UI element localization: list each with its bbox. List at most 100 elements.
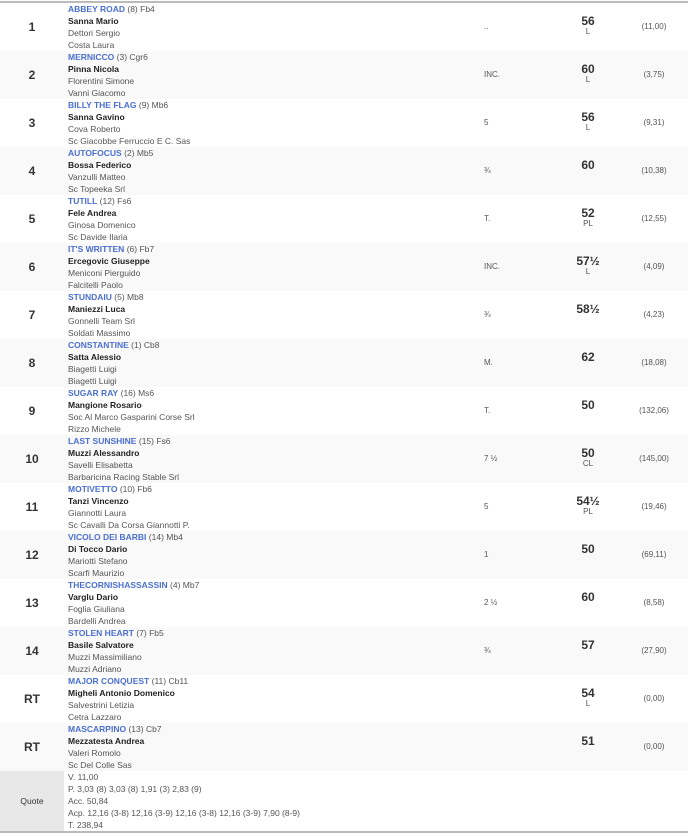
horse-details: (16) Ms6 [120,388,155,398]
result-row: 13 THECORNISHASSASSIN (4) Mb7 Varglu Dar… [0,579,688,627]
horse-link[interactable]: CONSTANTINE [68,340,129,350]
quote-values: V. 11,00 P. 3,03 (8) 3,03 (8) 1,91 (3) 2,… [64,771,688,831]
trainer: Gonnelli Team Srl [68,316,135,326]
weight: 57 [581,638,595,652]
horse-details: (3) Cgr6 [116,52,148,62]
horse-details: (12) Fs6 [99,196,132,206]
jockey: Mezzatesta Andrea [68,736,145,746]
distance: ¾ [484,310,491,319]
odds: (0,00) [643,742,665,751]
weight: 51 [581,734,595,748]
horse-link[interactable]: BILLY THE FLAG [68,100,137,110]
position: RT [24,740,40,754]
weight: 56 [581,110,595,124]
trainer: Mariotti Stefano [68,556,128,566]
position: 6 [28,260,36,274]
horse-link[interactable]: MAJOR CONQUEST [68,676,150,686]
result-row: 5 TUTILL (12) Fs6 Fele Andrea Ginosa Dom… [0,195,688,243]
odds: (8,58) [643,598,665,607]
owner: Biagetti Luigi [68,376,117,386]
jockey: Sanna Gavino [68,112,125,122]
jockey: Maniezzi Luca [68,304,126,314]
trainer: Florentini Simone [68,76,135,86]
jockey: Migheli Antonio Domenico [68,688,175,698]
trainer: Meniconi Pierguido [68,268,141,278]
horse-info: CONSTANTINE (1) Cb8 Satta Alessio Biaget… [64,339,484,387]
jockey: Sanna Mario [68,16,119,26]
odds: (132,06) [639,406,669,415]
position: 12 [25,548,39,562]
odds: (69,11) [641,550,667,559]
weight: 50 [581,398,595,412]
result-row: 3 BILLY THE FLAG (9) Mb6 Sanna Gavino Co… [0,99,688,147]
trainer: Giannotti Laura [68,508,127,518]
horse-link[interactable]: AUTOFOCUS [68,148,122,158]
horse-info: IT'S WRITTEN (6) Fb7 Ercegovic Giuseppe … [64,243,484,291]
position: 9 [28,404,36,418]
weight: 62 [581,350,595,364]
trainer: Muzzi Massimiliano [68,652,142,662]
owner: Vanni Giacomo [68,88,126,98]
weight-cell: 60 [556,579,620,627]
horse-link[interactable]: TUTILL [68,196,98,206]
horse-info: MOTIVETTO (10) Fb6 Tanzi Vincenzo Gianno… [64,483,484,531]
horse-details: (15) Fs6 [138,436,171,446]
owner: Barbaricina Racing Stable Srl [68,472,180,482]
odds: (18,08) [641,358,667,367]
result-row: 2 MERNICCO (3) Cgr6 Pinna Nicola Florent… [0,51,688,99]
weight: 57½ [576,254,600,268]
distance: T. [484,214,491,223]
horse-info: MASCARPINO (13) Cb7 Mezzatesta Andrea Va… [64,723,484,771]
jockey: Muzzi Alessandro [68,448,140,458]
owner: Falcitelli Paolo [68,280,123,290]
weight-cell: 57 [556,627,620,675]
odds: (4,09) [643,262,665,271]
jockey: Varglu Dario [68,592,119,602]
weight: 54½ [576,494,600,508]
jockey: Tanzi Vincenzo [68,496,129,506]
horse-details: (4) Mb7 [170,580,200,590]
horse-link[interactable]: VICOLO DEI BARBI [68,532,147,542]
horse-link[interactable]: IT'S WRITTEN [68,244,125,254]
position: 7 [28,308,36,322]
horse-link[interactable]: SUGAR RAY [68,388,119,398]
result-row: RT MAJOR CONQUEST (11) Cb11 Migheli Anto… [0,675,688,723]
weight-cell: 50 [556,387,620,435]
position: 8 [28,356,36,370]
result-row: 11 MOTIVETTO (10) Fb6 Tanzi Vincenzo Gia… [0,483,688,531]
horse-details: (11) Cb11 [151,676,189,686]
owner: Soldati Massimo [68,328,131,338]
weight: 60 [581,590,595,604]
horse-info: LAST SUNSHINE (15) Fs6 Muzzi Alessandro … [64,435,484,483]
trainer: Ginosa Domenico [68,220,136,230]
quote-line: Acp. 12,16 (3-8) 12,16 (3-9) 12,16 (3-8)… [68,808,300,818]
trainer: Savelli Elisabetta [68,460,133,470]
distance: T. [484,406,491,415]
distance: INC. [484,70,500,79]
weight-cell: 50 [556,531,620,579]
horse-link[interactable]: ABBEY ROAD [68,4,125,14]
jockey: Bossa Federico [68,160,132,170]
weight: 60 [581,62,595,76]
horse-link[interactable]: MOTIVETTO [68,484,118,494]
horse-link[interactable]: MASCARPINO [68,724,127,734]
horse-info: BILLY THE FLAG (9) Mb6 Sanna Gavino Cova… [64,99,484,147]
horse-link[interactable]: MERNICCO [68,52,115,62]
horse-details: (5) Mb8 [114,292,144,302]
distance: .. [484,22,489,31]
horse-details: (1) Cb8 [131,340,160,350]
odds: (9,31) [643,118,665,127]
distance: ¾ [484,646,491,655]
horse-link[interactable]: LAST SUNSHINE [68,436,137,446]
horse-details: (8) Fb4 [127,4,155,14]
horse-link[interactable]: THECORNISHASSASSIN [68,580,168,590]
horse-info: ABBEY ROAD (8) Fb4 Sanna Mario Dettori S… [64,3,484,51]
weight: 52 [581,206,595,220]
position: 5 [28,212,36,226]
horse-link[interactable]: STOLEN HEART [68,628,134,638]
odds: (0,00) [643,694,665,703]
horse-details: (7) Fb5 [136,628,164,638]
position: 14 [25,644,39,658]
trainer: Foglia Giuliana [68,604,125,614]
horse-link[interactable]: STUNDAIU [68,292,112,302]
